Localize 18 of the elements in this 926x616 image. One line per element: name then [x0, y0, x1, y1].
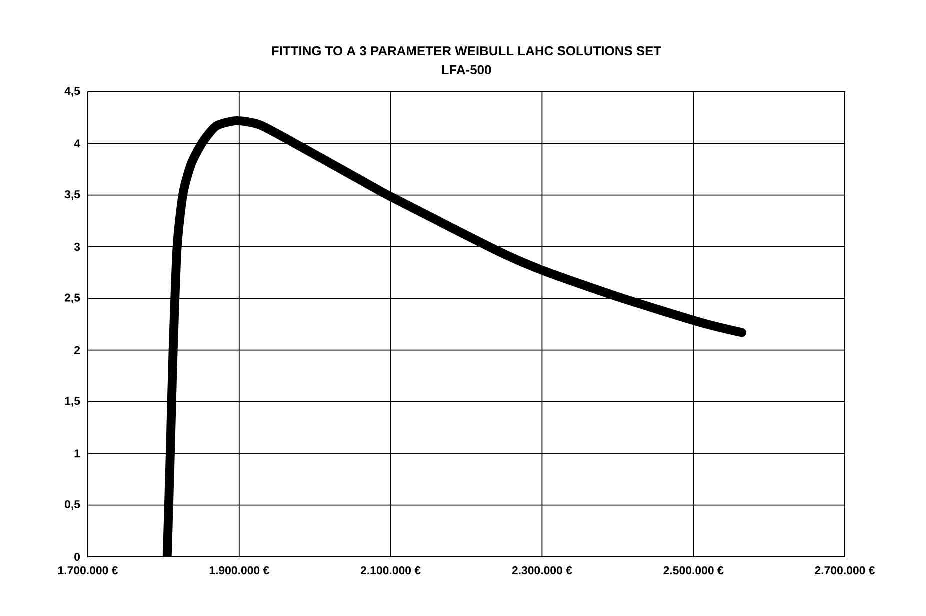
x-tick-label: 1.900.000 €	[210, 566, 270, 575]
y-tick-label: 4	[74, 140, 80, 148]
x-tick-label: 1.700.000 €	[58, 566, 118, 575]
x-tick-label: 2.500.000 €	[664, 566, 724, 575]
y-tick-label: 1	[74, 450, 80, 458]
x-tick-label: 2.100.000 €	[360, 566, 421, 575]
y-tick-label: 2	[74, 346, 80, 354]
y-tick-label: 2,5	[64, 294, 80, 304]
chart-title: FITTING TO A 3 PARAMETER WEIBULL LAHC SOLUTIONS SET	[272, 46, 662, 56]
y-tick-label: 1,5	[65, 397, 80, 407]
x-tick-label: 2.300.000 €	[512, 566, 572, 575]
x-tick-label: 2.700.000 €	[815, 566, 876, 575]
y-tick-label: 4,5	[64, 87, 80, 97]
y-tick-label: 0,5	[65, 500, 80, 510]
chart-subtitle: LFA-500	[442, 65, 492, 75]
y-tick-label: 3	[74, 242, 80, 252]
y-tick-label: 0	[74, 552, 80, 562]
y-tick-label: 3,5	[64, 190, 80, 200]
